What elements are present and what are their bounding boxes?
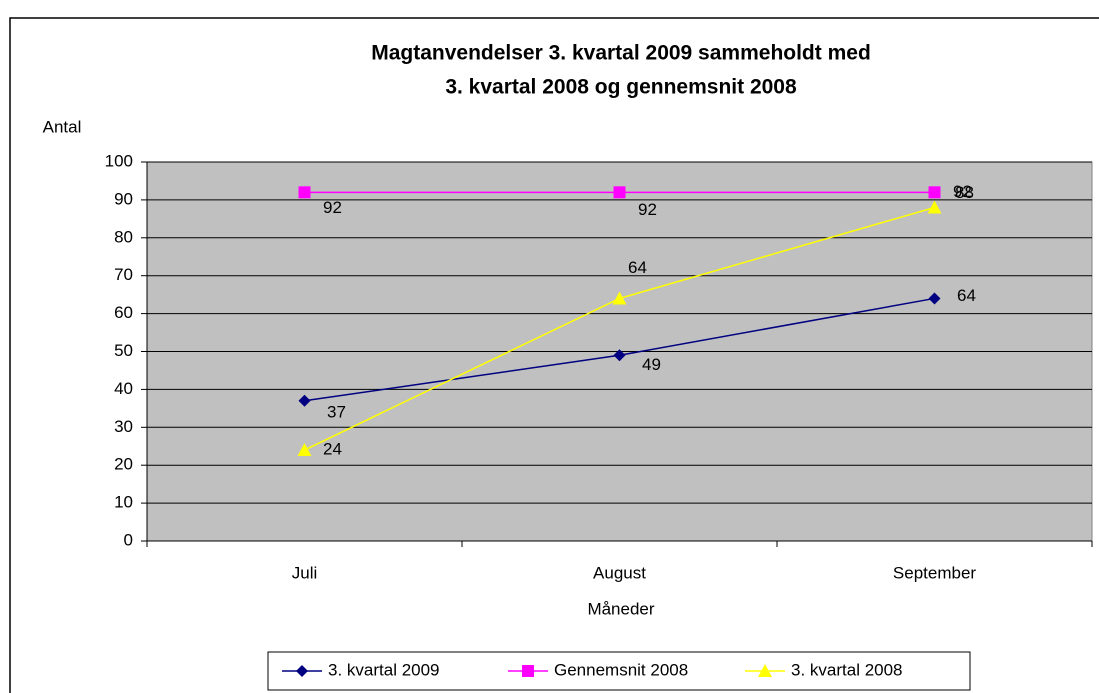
data-label: 92 <box>323 198 342 217</box>
x-tick-label: Juli <box>292 563 318 582</box>
chart-title: 3. kvartal 2008 og gennemsnit 2008 <box>445 76 797 99</box>
y-tick-label: 20 <box>114 455 133 474</box>
data-label: 88 <box>955 183 974 202</box>
data-label: 49 <box>642 355 661 374</box>
marker <box>612 291 627 305</box>
marker <box>928 186 941 199</box>
x-axis-label: Måneder <box>587 599 654 618</box>
x-tick-label: August <box>593 563 646 582</box>
x-tick-label: September <box>893 563 976 582</box>
marker <box>613 349 626 362</box>
legend-label: 3. kvartal 2009 <box>328 660 440 679</box>
marker <box>298 186 311 199</box>
legend-box <box>267 651 971 691</box>
marker <box>297 443 312 457</box>
data-label: 37 <box>327 402 346 421</box>
y-tick-label: 10 <box>114 493 133 512</box>
legend-label: Gennemsnit 2008 <box>554 660 688 679</box>
marker <box>522 665 534 677</box>
y-tick-label: 100 <box>105 151 133 170</box>
y-tick-label: 40 <box>114 379 133 398</box>
y-tick-label: 0 <box>124 530 133 549</box>
y-tick-label: 30 <box>114 417 133 436</box>
y-tick-label: 80 <box>114 227 133 246</box>
marker <box>613 186 626 199</box>
marker <box>928 292 941 305</box>
y-axis-label: Antal <box>43 117 82 136</box>
y-tick-label: 60 <box>114 303 133 322</box>
y-tick-label: 90 <box>114 189 133 208</box>
data-label: 64 <box>628 258 647 277</box>
data-label: 92 <box>953 182 972 201</box>
data-label: 64 <box>957 286 976 305</box>
y-tick-label: 50 <box>114 341 133 360</box>
marker <box>298 394 311 407</box>
chart-title: Magtanvendelser 3. kvartal 2009 sammehol… <box>371 42 871 65</box>
data-label: 92 <box>638 200 657 219</box>
y-tick-label: 70 <box>114 265 133 284</box>
marker <box>296 665 308 677</box>
marker <box>758 664 772 677</box>
marker <box>927 200 942 214</box>
data-label: 24 <box>323 440 342 459</box>
legend-label: 3. kvartal 2008 <box>791 660 903 679</box>
